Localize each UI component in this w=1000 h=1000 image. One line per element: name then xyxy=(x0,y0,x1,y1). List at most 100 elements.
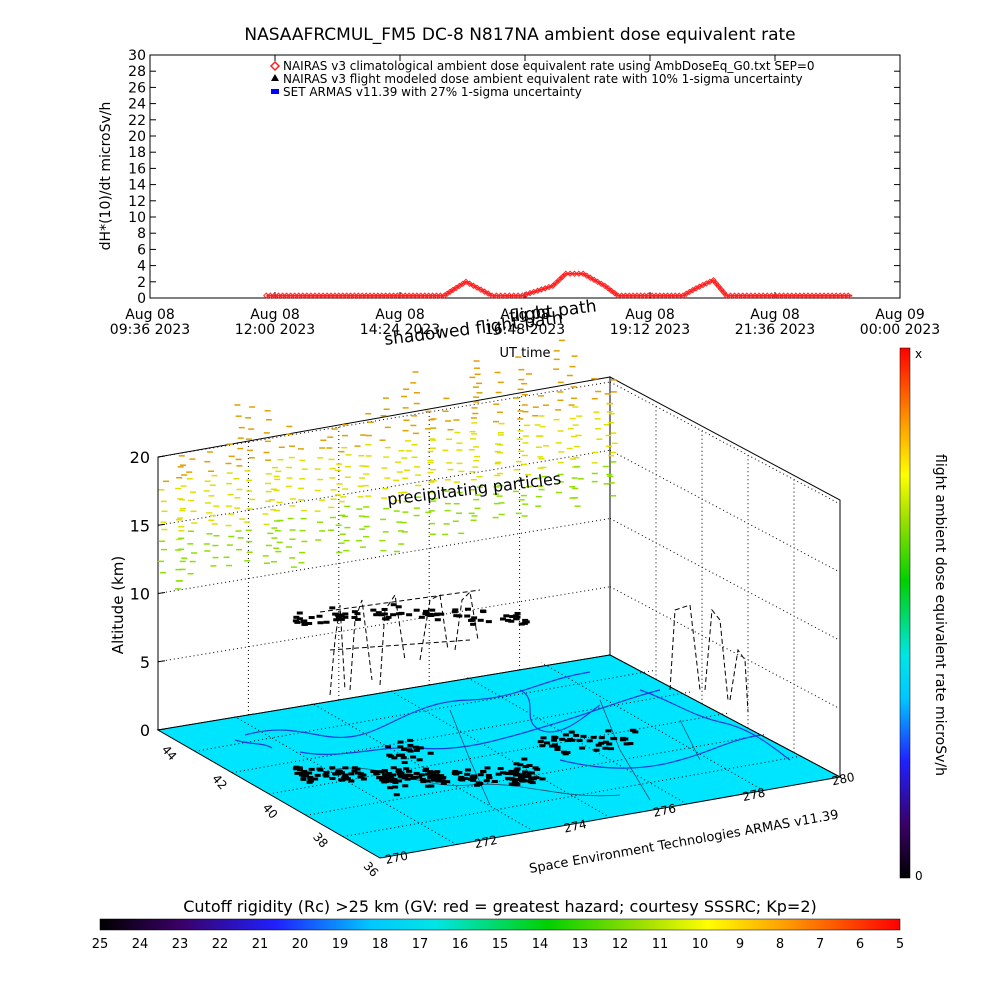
shadow-marker xyxy=(435,777,442,781)
shadow-marker xyxy=(351,769,358,773)
shadow-marker xyxy=(407,743,414,747)
latitude-tick-label: 44 xyxy=(159,743,180,764)
top-y-tick-label: 28 xyxy=(128,64,146,80)
shadow-marker xyxy=(629,728,636,732)
top-series-layer xyxy=(263,270,853,299)
scene-3d: 0 5 10 15 20 36 38 40 42 44 270 272 274 276 278 280 A… xyxy=(109,296,856,879)
flight-path-marker xyxy=(308,616,315,620)
flight-path-markers xyxy=(292,603,530,626)
series-red-point xyxy=(501,292,509,299)
shadow-marker xyxy=(419,777,426,781)
shadow-marker xyxy=(554,745,561,749)
shadow-marker xyxy=(393,793,400,797)
shadow-marker xyxy=(522,765,529,769)
shadow-marker xyxy=(590,735,597,739)
shadow-marker xyxy=(301,769,308,773)
series-red-point xyxy=(283,292,290,299)
shadow-marker xyxy=(357,775,364,779)
series-red-point xyxy=(319,292,327,299)
shadow-marker xyxy=(293,765,300,769)
flight-path-marker xyxy=(381,612,388,616)
shadow-marker xyxy=(525,774,532,778)
altitude-tick-label: 0 xyxy=(140,721,150,740)
top-y-tick-label: 4 xyxy=(137,259,146,275)
rigidity-tick-label: 16 xyxy=(452,937,469,952)
longitude-tick-label: 276 xyxy=(652,801,677,819)
flight-path-marker xyxy=(453,614,460,618)
flight-path-marker xyxy=(385,615,392,619)
longitude-tick-label: 270 xyxy=(384,848,409,866)
shadow-marker xyxy=(386,753,393,757)
shadow-marker xyxy=(440,781,447,785)
series-red-point xyxy=(784,292,791,299)
rigidity-tick-label: 14 xyxy=(532,937,549,952)
shadow-marker xyxy=(397,745,404,749)
altitude-tick-mark xyxy=(157,728,166,731)
shadow-marker xyxy=(509,772,516,776)
flight-path-marker xyxy=(382,617,389,621)
drop-lines xyxy=(319,589,749,713)
rigidity-colorbar xyxy=(99,918,901,931)
shadow-marker xyxy=(508,769,515,773)
floor-lon-gridline xyxy=(234,716,457,845)
shadow-marker xyxy=(322,773,329,777)
top-legend: NAIRAS v3 climatological ambient dose eq… xyxy=(269,59,815,99)
shadow-marker xyxy=(605,729,612,733)
shadow-marker xyxy=(390,766,397,770)
shadow-marker xyxy=(485,773,492,777)
top-y-tick-label: 20 xyxy=(128,129,146,145)
series-red-point xyxy=(739,292,746,299)
floor-lon-gridline xyxy=(311,702,534,832)
series-red-point xyxy=(743,292,751,299)
shadow-marker xyxy=(562,752,569,756)
flight-path-marker xyxy=(390,613,397,617)
shadow-marker xyxy=(300,777,307,781)
flight-path-marker xyxy=(418,615,425,619)
shadow-marker xyxy=(392,785,399,789)
left-wall-gridline xyxy=(157,449,611,526)
latitude-tick-label: 42 xyxy=(209,772,230,793)
top-x-tick-time: 12:00 2023 xyxy=(235,322,315,338)
rigidity-tick-label: 25 xyxy=(92,937,109,952)
top-x-tick-date: Aug 08 xyxy=(625,307,675,323)
shadow-marker xyxy=(529,781,536,785)
flight-path-marker xyxy=(522,618,529,622)
flight-path-marker xyxy=(301,619,308,623)
left-wall-gridline xyxy=(157,381,611,458)
flight-path-marker xyxy=(480,609,487,613)
shadow-marker xyxy=(444,780,451,784)
series-red-point xyxy=(295,292,302,299)
rigidity-tick-label: 6 xyxy=(856,937,864,952)
shadow-marker xyxy=(294,771,301,775)
series-red-point xyxy=(287,292,294,299)
shadow-marker xyxy=(334,770,341,774)
series-red-point xyxy=(759,292,767,299)
flight-path-marker xyxy=(505,618,512,622)
rigidity-tick-label: 24 xyxy=(132,937,149,952)
shadow-marker xyxy=(376,776,383,780)
shadow-marker xyxy=(508,782,515,786)
shadow-marker xyxy=(471,775,478,779)
flight-path-marker xyxy=(296,617,303,621)
shadow-marker xyxy=(387,775,394,779)
floor-lon-gridline xyxy=(387,689,611,818)
series-red-point xyxy=(571,270,578,277)
top-y-tick-label: 14 xyxy=(128,178,146,194)
top-y-tick-label: 10 xyxy=(128,210,146,226)
shadow-marker xyxy=(296,766,303,770)
shadow-marker xyxy=(606,742,613,746)
series-red-point xyxy=(291,292,298,299)
shadow-marker xyxy=(399,753,406,757)
floor-lon-gridline xyxy=(464,675,687,805)
flight-path-marker xyxy=(334,613,341,617)
shadow-marker xyxy=(458,775,465,779)
flight-path-marker xyxy=(354,617,361,621)
flight-path-marker xyxy=(335,616,342,620)
flight-path-marker xyxy=(378,613,385,617)
right-wall-gridline xyxy=(609,586,841,710)
flight-path-marker xyxy=(429,613,436,617)
shadow-marker xyxy=(627,742,634,746)
series-red-point xyxy=(481,288,488,295)
series-red-point xyxy=(780,292,787,299)
